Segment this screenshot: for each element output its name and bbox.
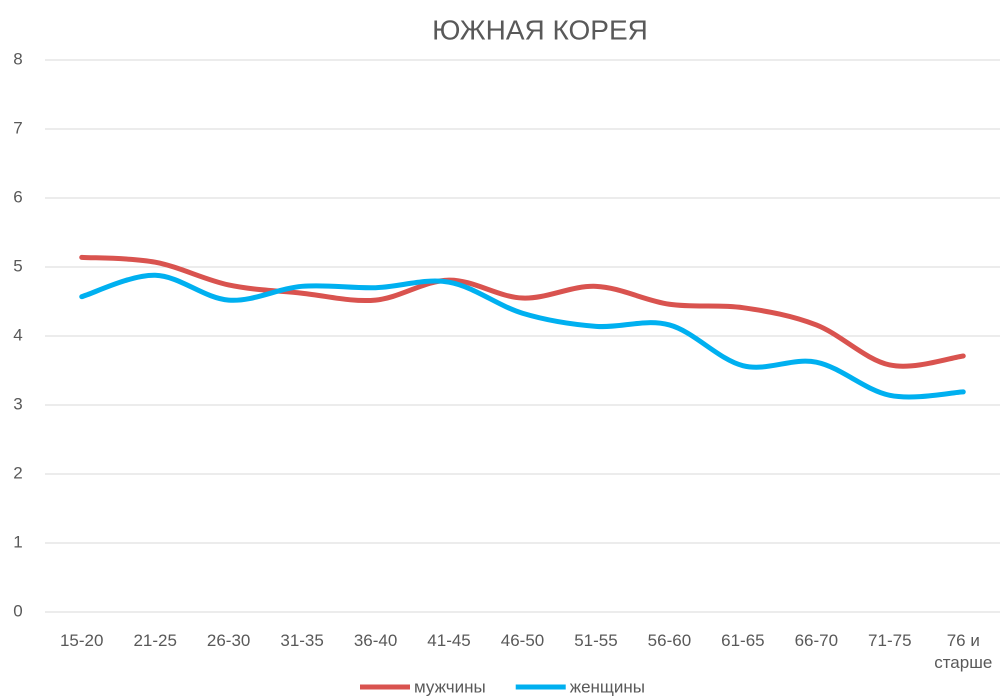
x-tick-label: 61-65 bbox=[721, 631, 765, 650]
x-tick-label: 41-45 bbox=[427, 631, 471, 650]
y-tick-label: 1 bbox=[13, 532, 22, 551]
x-tick-label: 31-35 bbox=[280, 631, 324, 650]
x-tick-label: 46-50 bbox=[500, 631, 545, 650]
y-tick-label: 0 bbox=[13, 601, 22, 620]
legend-label: женщины bbox=[570, 677, 645, 696]
x-tick-label: 76 и старше bbox=[934, 631, 993, 672]
x-tick-label: 26-30 bbox=[206, 631, 251, 650]
y-tick-label: 4 bbox=[13, 325, 22, 344]
line bbox=[79, 254, 966, 369]
y-tick-label: 5 bbox=[13, 256, 22, 275]
x-tick-label: 71-75 bbox=[868, 631, 912, 650]
legend-label: мужчины bbox=[414, 677, 486, 696]
y-tick-label: 3 bbox=[13, 394, 22, 413]
y-tick-label: 7 bbox=[13, 118, 22, 137]
x-tick-label: 51-55 bbox=[574, 631, 618, 650]
chart-title: ЮЖНАЯ КОРЕЯ bbox=[432, 14, 648, 45]
x-tick-label: 15-20 bbox=[59, 631, 104, 650]
y-tick-label: 8 bbox=[13, 49, 22, 68]
x-tick-label: 56-60 bbox=[647, 631, 692, 650]
x-tick-label: 66-70 bbox=[794, 631, 839, 650]
line bbox=[79, 272, 966, 400]
x-tick-label: 21-25 bbox=[133, 631, 177, 650]
y-tick-label: 2 bbox=[13, 463, 22, 482]
y-tick-label: 6 bbox=[13, 187, 22, 206]
x-tick-label: 36-40 bbox=[353, 631, 398, 650]
